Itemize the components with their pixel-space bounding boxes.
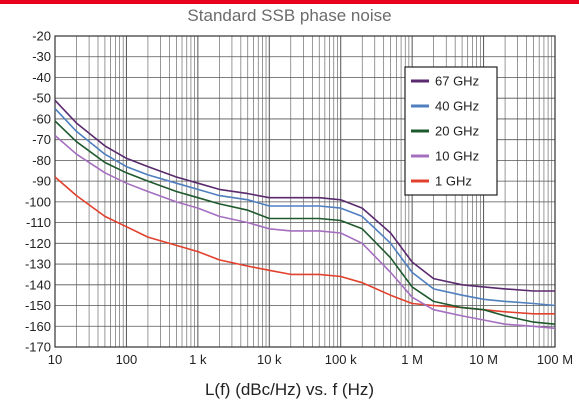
y-tick-label: -120 (25, 236, 51, 251)
x-tick-label: 100 k (325, 352, 357, 367)
plot-border (54, 35, 556, 348)
y-tick-label: -170 (25, 340, 51, 355)
legend: 67 GHz 40 GHz 20 GHz 10 GHz 1 GHz (404, 66, 498, 196)
y-tick-label: -110 (26, 215, 51, 230)
series-line (54, 120, 556, 325)
y-tick-label: -160 (25, 319, 51, 334)
legend-label: 10 GHz (435, 149, 479, 164)
y-tick-label: -150 (25, 298, 51, 313)
x-tick-label: 100 (116, 352, 138, 367)
legend-label: 20 GHz (435, 124, 479, 139)
x-tick-label: 10 k (257, 352, 282, 367)
x-tick-label: 1 k (189, 352, 207, 367)
series-lines (54, 99, 556, 330)
y-tick-label: -60 (32, 111, 51, 126)
y-tick-label: -140 (25, 277, 51, 292)
x-tick-label: 1 M (401, 352, 423, 367)
series-line (54, 99, 555, 292)
x-tick-label: 10 M (469, 352, 498, 367)
y-tick-label: -70 (32, 132, 51, 147)
legend-label: 40 GHz (435, 99, 479, 114)
y-tick-label: -130 (25, 257, 51, 272)
legend-label: 67 GHz (435, 74, 479, 89)
x-tick-label: 100 M (537, 352, 573, 367)
series-line (54, 108, 556, 307)
y-tick-label: -20 (32, 29, 51, 44)
y-tick-label: -90 (32, 174, 51, 189)
y-tick-label: -80 (32, 153, 51, 168)
legend-label: 1 GHz (435, 174, 472, 189)
axes: -20 -30 -40 -50 -60 -70 -80 -90 -100 -110 -120 -130… (25, 29, 573, 368)
top-accent-bar (0, 0, 579, 4)
y-tick-label: -40 (32, 70, 51, 85)
chart-title: Standard SSB phase noise (187, 6, 392, 25)
y-tick-label: -50 (32, 91, 51, 106)
y-tick-label: -100 (25, 194, 51, 209)
x-tick-label: 10 (48, 352, 62, 367)
y-tick-label: -30 (32, 49, 51, 64)
series-line (54, 134, 556, 330)
x-axis-label: L(f) (dBc/Hz) vs. f (Hz) (204, 380, 375, 399)
